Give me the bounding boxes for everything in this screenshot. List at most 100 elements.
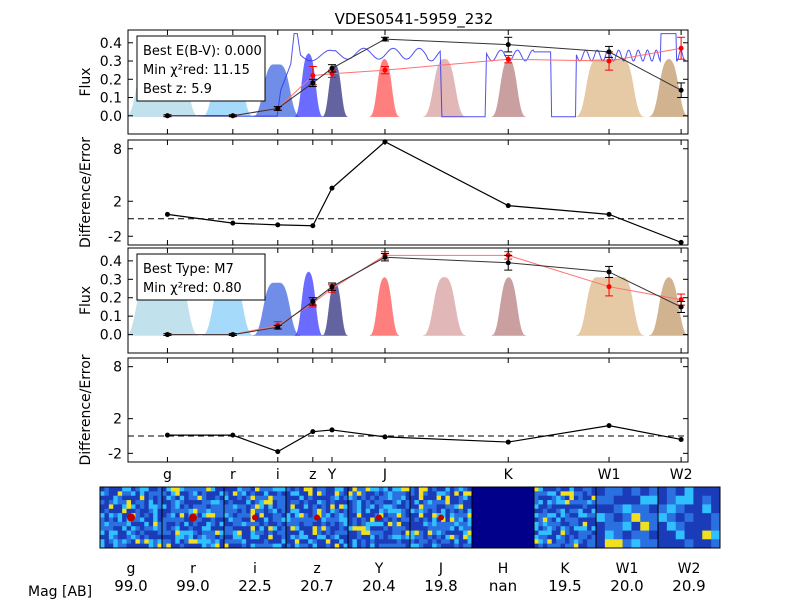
cutout-pixel	[441, 495, 446, 501]
cutout-pixel	[281, 543, 287, 549]
cutout-pixel	[321, 543, 327, 549]
cutout-pixel	[175, 508, 181, 514]
cutout-pixel	[188, 530, 194, 536]
cutout-pixel	[144, 513, 150, 518]
cutout-pixel	[348, 495, 353, 501]
figure-title: VDES0541-5959_232	[335, 10, 494, 29]
cutout-pixel	[166, 517, 172, 523]
cutout-pixel	[396, 508, 402, 514]
cutout-pixel	[569, 517, 575, 523]
cutout-pixel	[565, 543, 570, 549]
cutout-pixel	[131, 500, 136, 505]
cutout-pixel	[396, 526, 402, 531]
cutout-pixel	[241, 500, 247, 505]
cutout-pixel	[463, 530, 468, 536]
cutout-pixel	[423, 504, 429, 510]
cutout-pixel	[454, 521, 460, 527]
cutout-pixel	[325, 526, 331, 531]
cutout-frame	[657, 486, 721, 549]
residual-point	[505, 439, 511, 445]
cutout-pixel	[556, 543, 561, 549]
cutout-pixel	[587, 521, 592, 527]
cutout-pixel	[312, 491, 318, 497]
cutout-pixel	[303, 504, 309, 510]
cutout-pixel	[542, 504, 548, 510]
cutout-pixel	[693, 495, 703, 505]
cutout-pixel	[197, 495, 203, 501]
cutout-pixel	[250, 539, 256, 544]
cutout-pixel	[210, 508, 216, 514]
cutout-pixel	[684, 521, 694, 531]
cutout-pixel	[290, 521, 296, 527]
cutout-pixel	[365, 543, 371, 549]
model-point	[678, 45, 684, 51]
cutout-pixel	[325, 491, 331, 497]
cutout-pixel	[144, 487, 150, 492]
cutout-pixel	[272, 521, 278, 527]
cutout-pixel	[308, 539, 313, 544]
cutout-pixel	[613, 495, 623, 505]
cutout-pixel	[184, 508, 189, 514]
cutout-pixel	[224, 539, 229, 544]
cutout-mag: 19.5	[548, 577, 581, 595]
cutout-pixel	[201, 521, 207, 527]
model-point	[310, 73, 316, 79]
cutout-pixel	[432, 495, 437, 501]
cutout-pixel	[547, 487, 553, 492]
cutout-pixel	[458, 508, 464, 514]
cutout-pixel	[542, 513, 548, 518]
cutout-pixel	[405, 500, 411, 505]
cutout-pixel	[587, 508, 592, 514]
cutout-pixel	[365, 513, 371, 518]
cutout-pixel	[166, 487, 172, 492]
cutout-pixel	[711, 539, 721, 549]
cutout-pixel	[108, 508, 114, 514]
cutout-pixel	[361, 530, 367, 536]
cutout-pixel	[317, 521, 322, 527]
cutout-pixel	[587, 504, 592, 510]
cutout-pixel	[117, 543, 123, 549]
cutout-pixel	[321, 530, 327, 536]
cutout-pixel	[365, 487, 371, 492]
cutout-pixel	[100, 534, 105, 540]
cutout-pixel	[463, 504, 468, 510]
cutout-pixel	[379, 513, 384, 518]
cutout-pixel	[405, 534, 411, 540]
cutout-pixel	[556, 500, 561, 505]
cutout-pixel	[534, 543, 539, 549]
cutout-pixel	[206, 534, 212, 540]
cutout-pixel	[232, 487, 238, 492]
cutout-pixel	[458, 534, 464, 540]
filter-curve-8	[576, 277, 644, 336]
cutout-pixel	[268, 500, 274, 505]
cutout-pixel	[290, 543, 296, 549]
cutout-pixel	[374, 491, 380, 497]
cutout-pixel	[175, 513, 181, 518]
cutout-pixel	[565, 539, 570, 544]
cutout-pixel	[578, 504, 584, 510]
cutout-pixel	[268, 521, 274, 527]
cutout-pixel	[542, 491, 548, 497]
cutout-pixel	[414, 530, 420, 536]
cutout-pixel	[396, 504, 402, 510]
cutout-pixel	[157, 495, 163, 501]
cutout-pixel	[188, 543, 194, 549]
cutout-pixel	[684, 539, 694, 549]
cutout-pixel	[467, 543, 473, 549]
cutout-pixel	[135, 539, 141, 544]
cutout-pixel	[232, 543, 238, 549]
cutout-pixel	[467, 526, 473, 531]
cutout-pixel	[290, 500, 296, 505]
cutout-pixel	[113, 504, 119, 510]
cutout-pixel	[135, 526, 141, 531]
residual-point	[275, 222, 281, 228]
cutout-pixel	[684, 504, 694, 514]
cutout-pixel	[405, 521, 411, 527]
cutout-pixel	[153, 508, 158, 514]
cutout-pixel	[122, 530, 127, 536]
cutout-pixel	[286, 526, 291, 531]
cutout-pixel	[339, 517, 344, 523]
cutout-pixel	[148, 526, 154, 531]
filter-curve-2	[253, 282, 301, 336]
cutout-pixel	[228, 539, 234, 544]
